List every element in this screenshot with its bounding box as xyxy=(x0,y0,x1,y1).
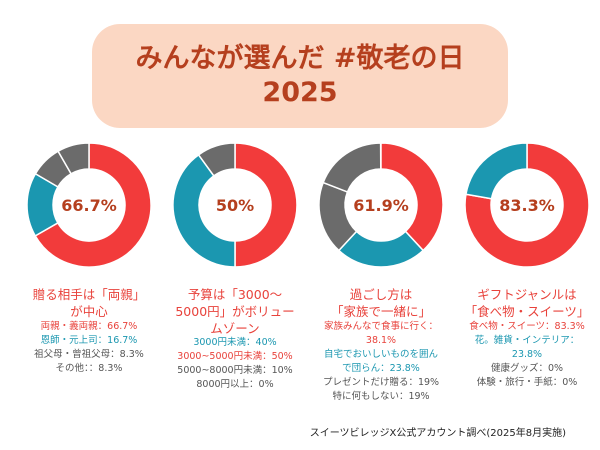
chart-heading-spending: 過ごし方は 「家族で一緒に」 xyxy=(301,286,461,320)
legend-entry: その他：：8.3% xyxy=(55,363,123,374)
legend-gift: 食べ物・スイーツ：83.3% 花。雑貨・インテリア： 23.8% 健康グッズ：0% 体験… xyxy=(442,320,600,390)
legend-entry: で団らん：23.8% xyxy=(342,363,420,374)
heading-line: 5000円」がボリュー xyxy=(175,304,295,319)
title-banner: みんなが選んだ #敬老の日 2025 xyxy=(92,24,508,128)
center-percentage-label: 50% xyxy=(216,196,254,215)
donut-slice xyxy=(172,153,236,268)
donut-slice xyxy=(34,142,152,268)
heading-line: が中心 xyxy=(70,304,108,319)
legend-entry: 両親・義両親：66.7% xyxy=(40,321,138,332)
source-note: スイーツビレッジX公式アカウント調べ(2025年8月実施) xyxy=(309,428,566,439)
legend-entry: プレゼントだけ贈る：19% xyxy=(322,377,440,388)
legend-entry: 体験・旅行・手紙：0% xyxy=(476,377,578,388)
heading-line: 予算は「3000〜 xyxy=(187,287,283,302)
legend-entry: 38.1% xyxy=(365,335,397,346)
legend-entry: 花。雑貨・インテリア： xyxy=(474,335,580,346)
title-line-1: みんなが選んだ #敬老の日 xyxy=(135,43,465,74)
donut-chart-budget: 50% xyxy=(172,142,298,268)
legend-entry: 自宅でおいしいものを囲ん xyxy=(323,349,438,360)
center-percentage-label: 61.9% xyxy=(353,196,409,215)
heading-line: 「家族で一緒に」 xyxy=(330,304,431,319)
donut-slice xyxy=(465,142,528,200)
legend-recipient: 両親・義両親：66.7% 恩師・元上司：16.7% 祖父母・曾祖父母：8.3% その他… xyxy=(4,320,174,376)
heading-line: 過ごし方は xyxy=(349,287,413,302)
chart-heading-gift: ギフトジャンルは 「食べ物・スイーツ」 xyxy=(447,286,600,320)
chart-heading-budget: 予算は「3000〜 5000円」がボリュー ムゾーン xyxy=(155,286,315,337)
donut-slice xyxy=(464,142,590,268)
legend-entry: 家族みんなで食事に行く： xyxy=(323,321,438,332)
donut-slice xyxy=(197,142,236,177)
legend-entry: 特に何もしない：19% xyxy=(332,391,430,402)
donut-slice xyxy=(380,142,444,252)
title-line-2: 2025 xyxy=(262,77,338,108)
chart-heading-recipient: 贈る相手は「両親」 が中心 xyxy=(9,286,169,320)
legend-spending: 家族みんなで食事に行く： 38.1% 自宅でおいしいものを囲ん で団らん：23.8% プ… xyxy=(296,320,466,404)
donut-slice xyxy=(57,142,90,175)
donut-chart-recipient: 66.7% xyxy=(26,142,152,268)
heading-line: ムゾーン xyxy=(210,321,260,336)
legend-entry: 3000円未満：40% xyxy=(193,337,277,348)
legend-entry: 8000円以上：0% xyxy=(196,379,274,390)
center-percentage-label: 66.7% xyxy=(61,196,117,215)
donut-chart-gift: 83.3% xyxy=(464,142,590,268)
heading-line: ギフトジャンルは xyxy=(477,287,577,302)
legend-budget: 3000円未満：40% 3000~5000円未満：50% 5000~8000円未満：… xyxy=(150,336,320,392)
heading-line: 贈る相手は「両親」 xyxy=(32,287,146,302)
legend-entry: 恩師・元上司：16.7% xyxy=(40,335,138,346)
legend-entry: 5000~8000円未満：10% xyxy=(177,365,293,376)
legend-entry: 祖父母・曾祖父母：8.3% xyxy=(34,349,144,360)
legend-entry: 3000~5000円未満：50% xyxy=(177,351,293,362)
donut-slice xyxy=(322,142,382,193)
heading-line: 「食べ物・スイーツ」 xyxy=(464,304,590,319)
donut-slice xyxy=(234,142,298,268)
legend-entry: 23.8% xyxy=(511,349,543,360)
center-percentage-label: 83.3% xyxy=(499,196,555,215)
legend-entry: 食べ物・スイーツ：83.3% xyxy=(469,321,585,332)
donut-chart-spending: 61.9% xyxy=(318,142,444,268)
legend-entry: 健康グッズ：0% xyxy=(490,363,564,374)
